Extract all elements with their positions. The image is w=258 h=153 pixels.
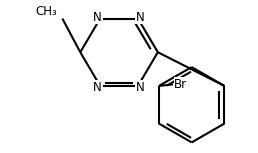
Text: N: N [93,11,102,24]
Text: N: N [136,81,145,94]
Text: CH₃: CH₃ [35,5,57,18]
Text: N: N [136,11,145,24]
Text: N: N [93,81,102,94]
Text: Br: Br [174,78,188,91]
